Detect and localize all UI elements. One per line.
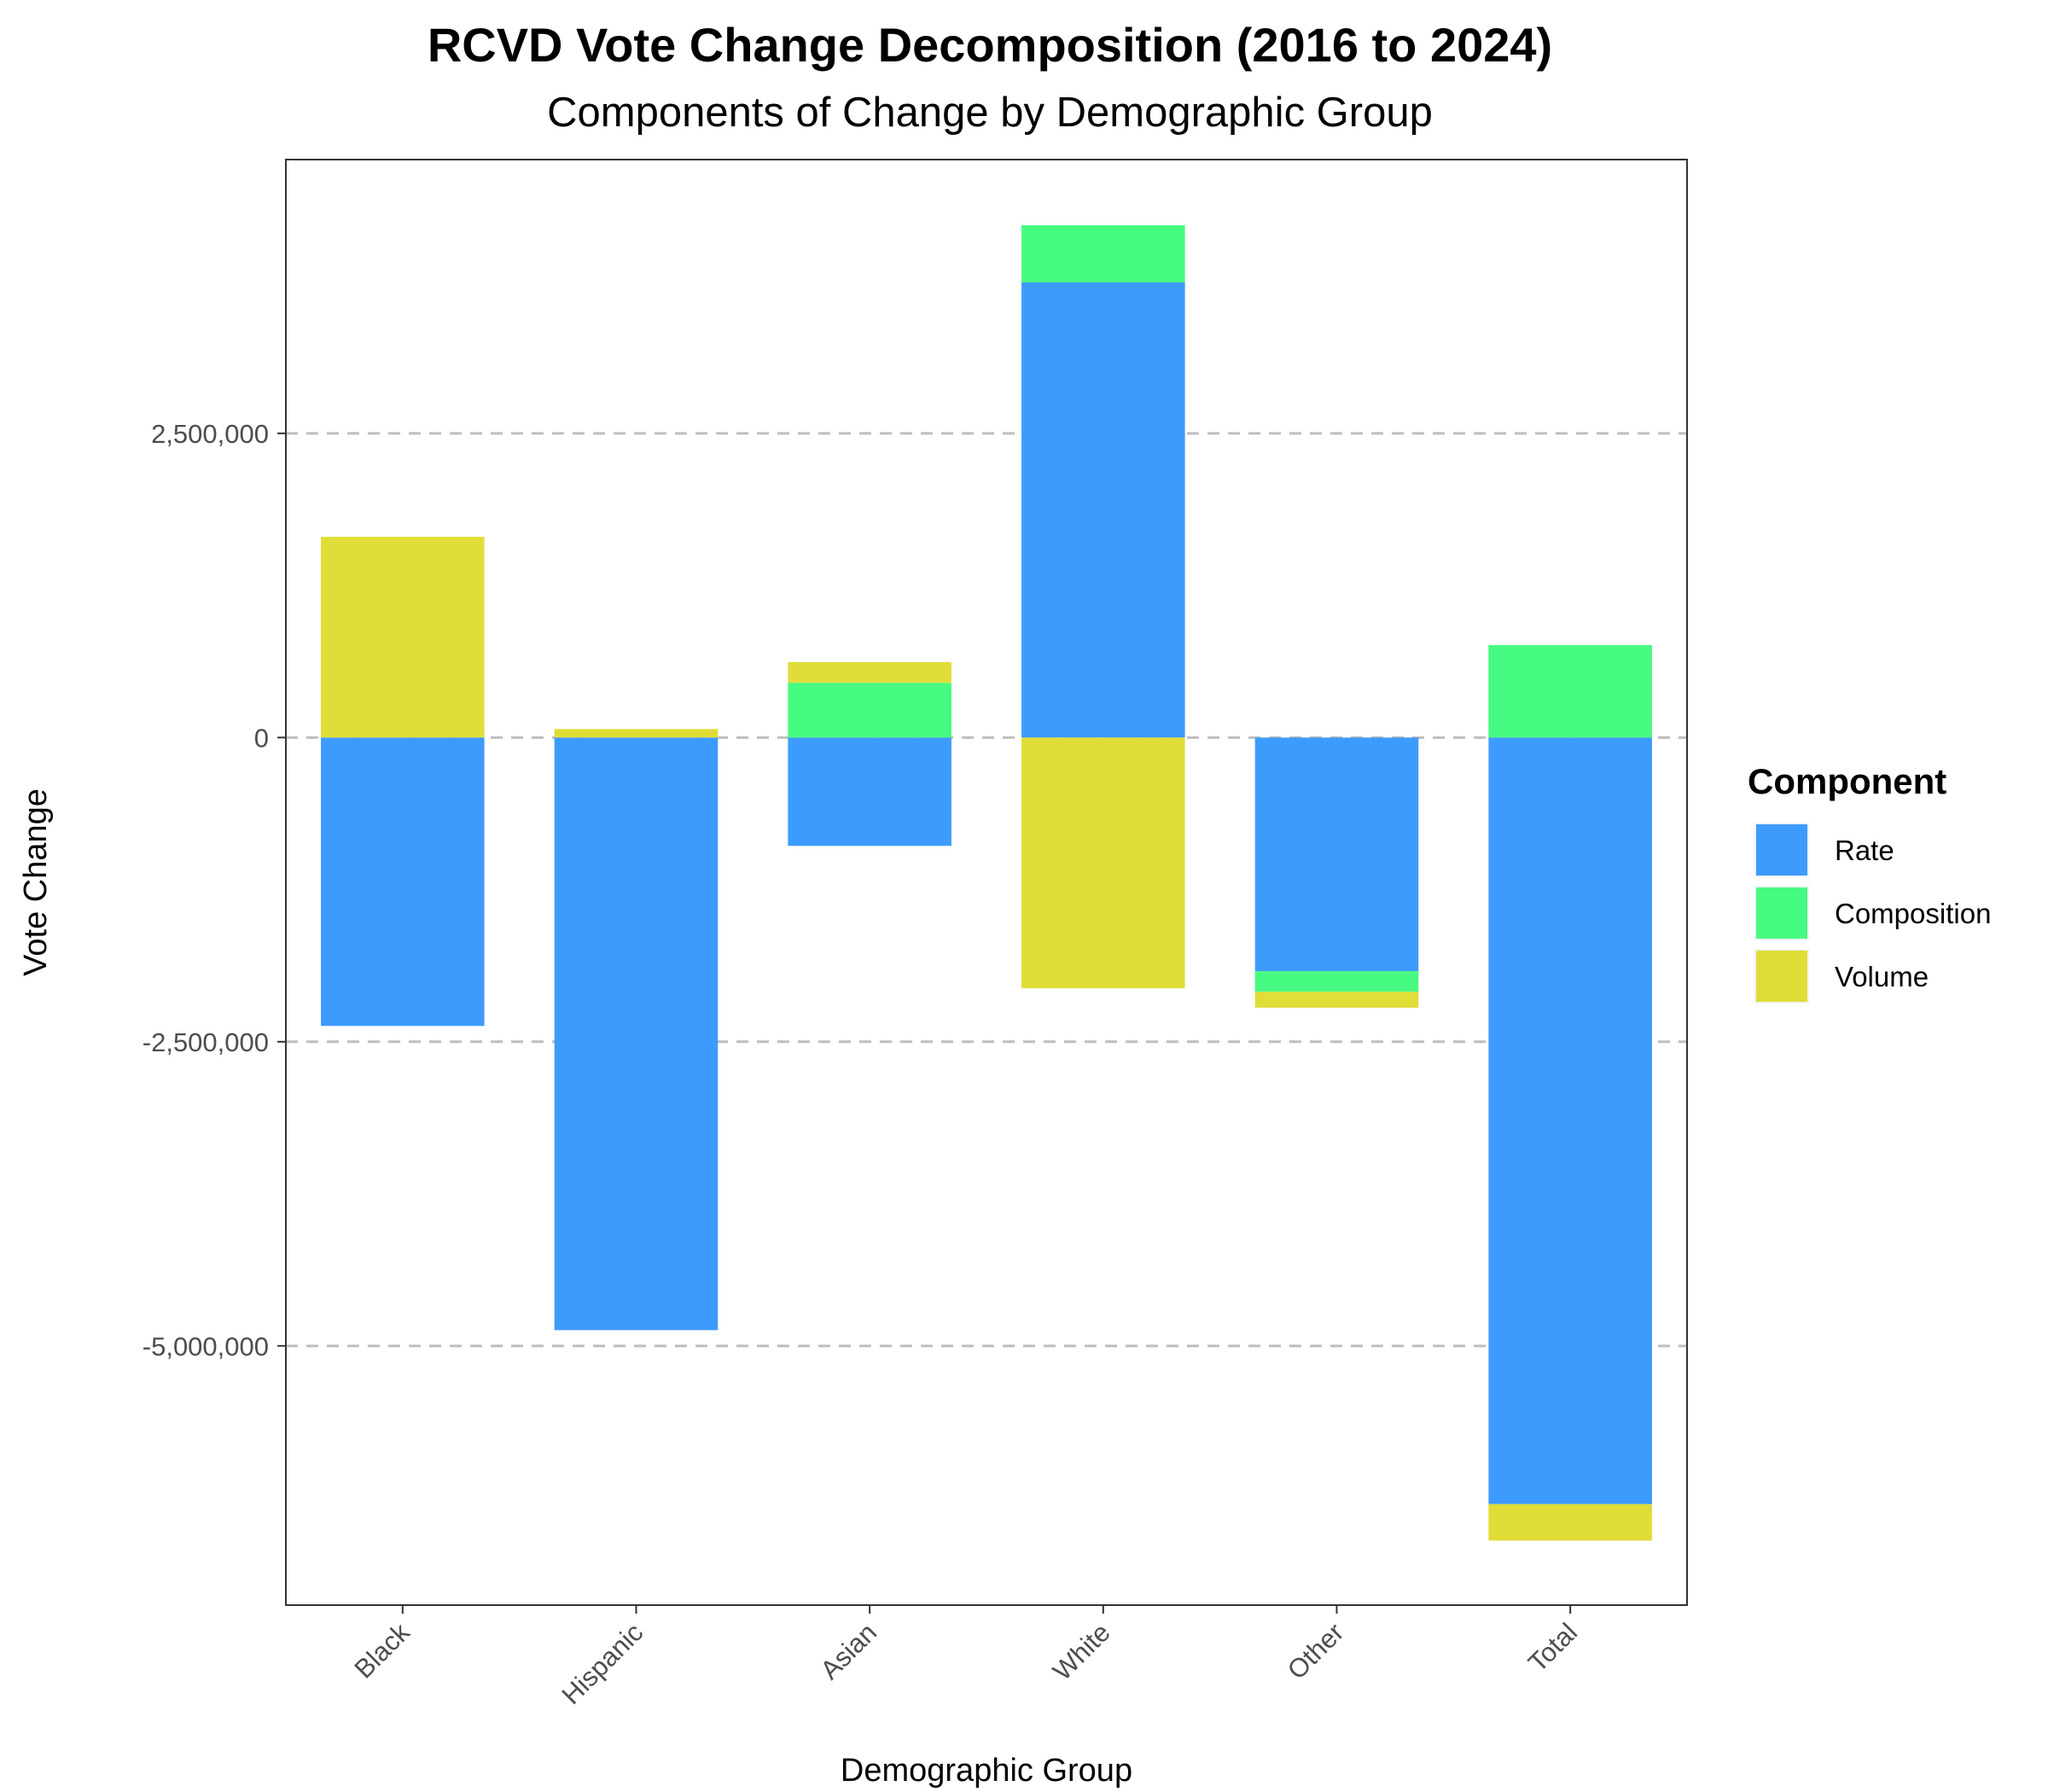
bar-total-composition <box>1488 644 1652 738</box>
legend-label-rate: Rate <box>1835 835 1894 866</box>
chart-subtitle: Components of Change by Demographic Grou… <box>547 90 1433 136</box>
bar-other-rate <box>1254 737 1419 972</box>
y-tick-label: 0 <box>254 723 269 753</box>
x-tick-label: Hispanic <box>556 1617 649 1710</box>
bar-black-volume <box>321 537 485 738</box>
x-axis-title: Demographic Group <box>841 1753 1132 1789</box>
legend-key-rate <box>1756 824 1807 876</box>
bar-white-volume <box>1021 737 1185 989</box>
bar-white-composition <box>1021 225 1185 283</box>
chart-title: RCVD Vote Change Decomposition (2016 to … <box>428 18 1552 72</box>
legend: Component Rate Composition Volume <box>1748 761 1991 1004</box>
y-tick-label: -5,000,000 <box>143 1331 269 1361</box>
bar-black-rate <box>321 737 485 1027</box>
bars <box>321 225 1652 1541</box>
legend-title: Component <box>1748 761 1946 801</box>
legend-label-composition: Composition <box>1835 898 1991 929</box>
x-tick-label: Black <box>348 1617 416 1684</box>
plot-border <box>285 159 1688 1606</box>
bar-total-volume <box>1488 1504 1652 1541</box>
y-axis: -5,000,000 -2,500,000 0 2,500,000 <box>143 419 286 1361</box>
bar-hispanic-rate <box>554 737 719 1330</box>
x-tick-label: Total <box>1522 1617 1583 1678</box>
y-axis-title: Vote Change <box>18 788 54 976</box>
x-tick-label: Asian <box>815 1617 883 1685</box>
plot-panel <box>286 160 1687 1605</box>
bar-other-volume <box>1254 992 1419 1008</box>
bar-other-composition <box>1254 971 1419 992</box>
bar-asian-volume <box>788 661 951 684</box>
bar-total-rate <box>1488 737 1652 1504</box>
legend-key-volume <box>1756 951 1807 1002</box>
legend-label-volume: Volume <box>1835 961 1929 992</box>
x-tick-label: Other <box>1282 1617 1350 1685</box>
gridlines <box>286 432 1687 1347</box>
bar-hispanic-volume <box>554 729 719 738</box>
x-axis: Black Hispanic Asian White Other Total <box>348 1605 1583 1710</box>
y-tick-label: 2,500,000 <box>151 419 269 449</box>
bar-asian-rate <box>788 737 951 847</box>
y-tick-label: -2,500,000 <box>143 1027 269 1057</box>
bar-asian-composition <box>788 683 951 738</box>
bar-white-rate <box>1021 282 1185 738</box>
legend-key-composition <box>1756 887 1807 939</box>
x-tick-label: White <box>1047 1617 1116 1686</box>
